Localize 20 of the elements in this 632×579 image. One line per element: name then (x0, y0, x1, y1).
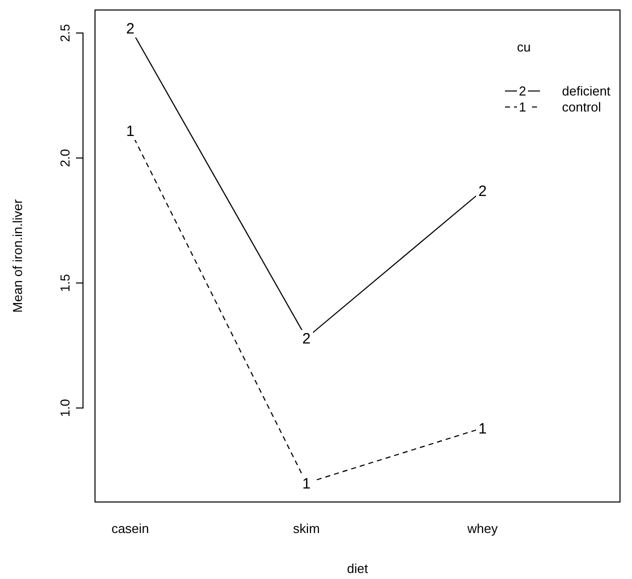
annotation: 2 (126, 20, 134, 38)
y-tick-label: 1.5 (58, 274, 73, 292)
y-axis-title: Mean of iron.in.liver (10, 198, 25, 313)
x-axis-title: diet (347, 561, 368, 576)
y-tick-label: 1.0 (58, 398, 73, 418)
annotation: 1 (126, 122, 134, 140)
annotation: 2 (478, 182, 487, 200)
legend-label: control (562, 100, 602, 115)
y-tick-label: 2.0 (58, 148, 73, 168)
annotation: 2 (302, 330, 311, 348)
annotation: 1 (478, 420, 487, 438)
x-tick-label: whey (466, 521, 498, 536)
y-tick-label: 2.5 (58, 24, 73, 42)
text: 2 (518, 84, 526, 99)
x-tick-label: casein (111, 521, 150, 536)
legend-label: deficient (562, 84, 611, 99)
text: 1 (518, 100, 526, 115)
annotation: 1 (302, 475, 311, 492)
x-tick-label: skim (293, 521, 320, 536)
legend-title: cu (517, 40, 531, 55)
